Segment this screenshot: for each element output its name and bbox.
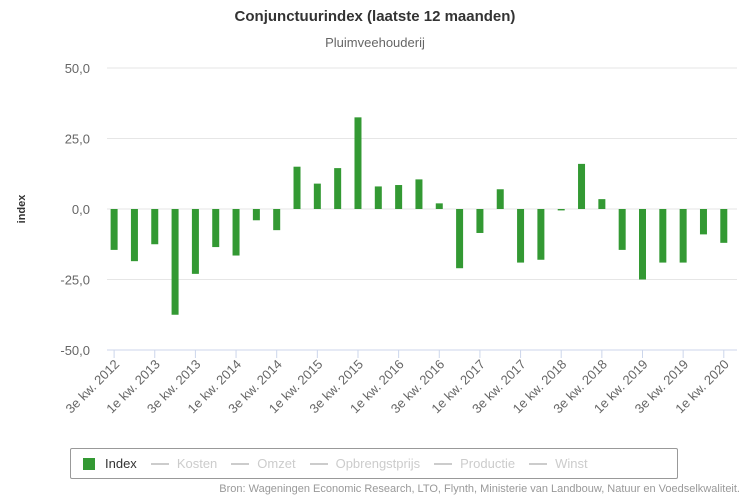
y-tick-label: 25,0 xyxy=(65,132,90,147)
bar xyxy=(598,199,606,209)
legend-item-productie[interactable]: Productie xyxy=(434,456,515,471)
bar xyxy=(517,209,525,263)
bar xyxy=(435,203,443,209)
legend-label: Index xyxy=(105,456,137,471)
bar xyxy=(659,209,667,263)
legend-item-index[interactable]: Index xyxy=(83,456,137,471)
bar xyxy=(578,163,586,209)
y-tick-label: -25,0 xyxy=(60,273,90,288)
bar xyxy=(354,117,362,209)
bar xyxy=(374,186,382,209)
bar xyxy=(496,189,504,209)
legend-swatch xyxy=(309,462,328,465)
bar xyxy=(110,209,118,250)
legend-item-omzet[interactable]: Omzet xyxy=(231,456,296,471)
bar xyxy=(334,168,342,209)
legend-label: Opbrengstprijs xyxy=(335,456,421,471)
legend-item-winst[interactable]: Winst xyxy=(529,456,588,471)
bar xyxy=(415,179,423,209)
bar xyxy=(476,209,484,233)
legend-label: Omzet xyxy=(257,456,296,471)
bar xyxy=(679,209,687,263)
y-tick-label: -50,0 xyxy=(60,343,90,358)
bar xyxy=(618,209,626,250)
legend-swatch xyxy=(150,462,169,465)
y-tick-label: 50,0 xyxy=(65,61,90,76)
bar xyxy=(395,185,403,209)
bar xyxy=(720,209,728,243)
bar xyxy=(191,209,199,274)
bar xyxy=(252,209,260,221)
source-note: Bron: Wageningen Economic Research, LTO,… xyxy=(219,483,740,495)
legend-swatch xyxy=(529,462,548,465)
bar xyxy=(273,209,281,231)
y-axis-label: index xyxy=(16,194,28,224)
bar xyxy=(171,209,179,315)
bar xyxy=(293,166,301,209)
legend-label: Kosten xyxy=(176,456,218,471)
legend-swatch xyxy=(83,457,95,470)
legend-swatch xyxy=(231,462,250,465)
bar xyxy=(557,209,565,211)
y-tick-label: 0,0 xyxy=(72,202,90,217)
legend-label: Productie xyxy=(460,456,516,471)
bar xyxy=(639,209,646,280)
chart-subtitle: Pluimveehouderij xyxy=(325,35,425,50)
legend: Index Kosten Omzet Opbrengstprijs Produc… xyxy=(70,448,678,479)
bar xyxy=(212,209,220,248)
bar xyxy=(232,209,240,256)
legend-label: Winst xyxy=(555,456,588,471)
legend-swatch xyxy=(434,462,453,465)
bar xyxy=(130,209,138,262)
chart-title: Conjunctuurindex (laatste 12 maanden) xyxy=(234,8,516,25)
legend-item-opbrengstprijs[interactable]: Opbrengstprijs xyxy=(309,456,421,471)
bar xyxy=(699,209,707,235)
bar xyxy=(151,209,159,245)
bar xyxy=(313,183,321,209)
legend-item-kosten[interactable]: Kosten xyxy=(150,456,218,471)
bar xyxy=(537,209,545,260)
bar xyxy=(456,209,464,269)
